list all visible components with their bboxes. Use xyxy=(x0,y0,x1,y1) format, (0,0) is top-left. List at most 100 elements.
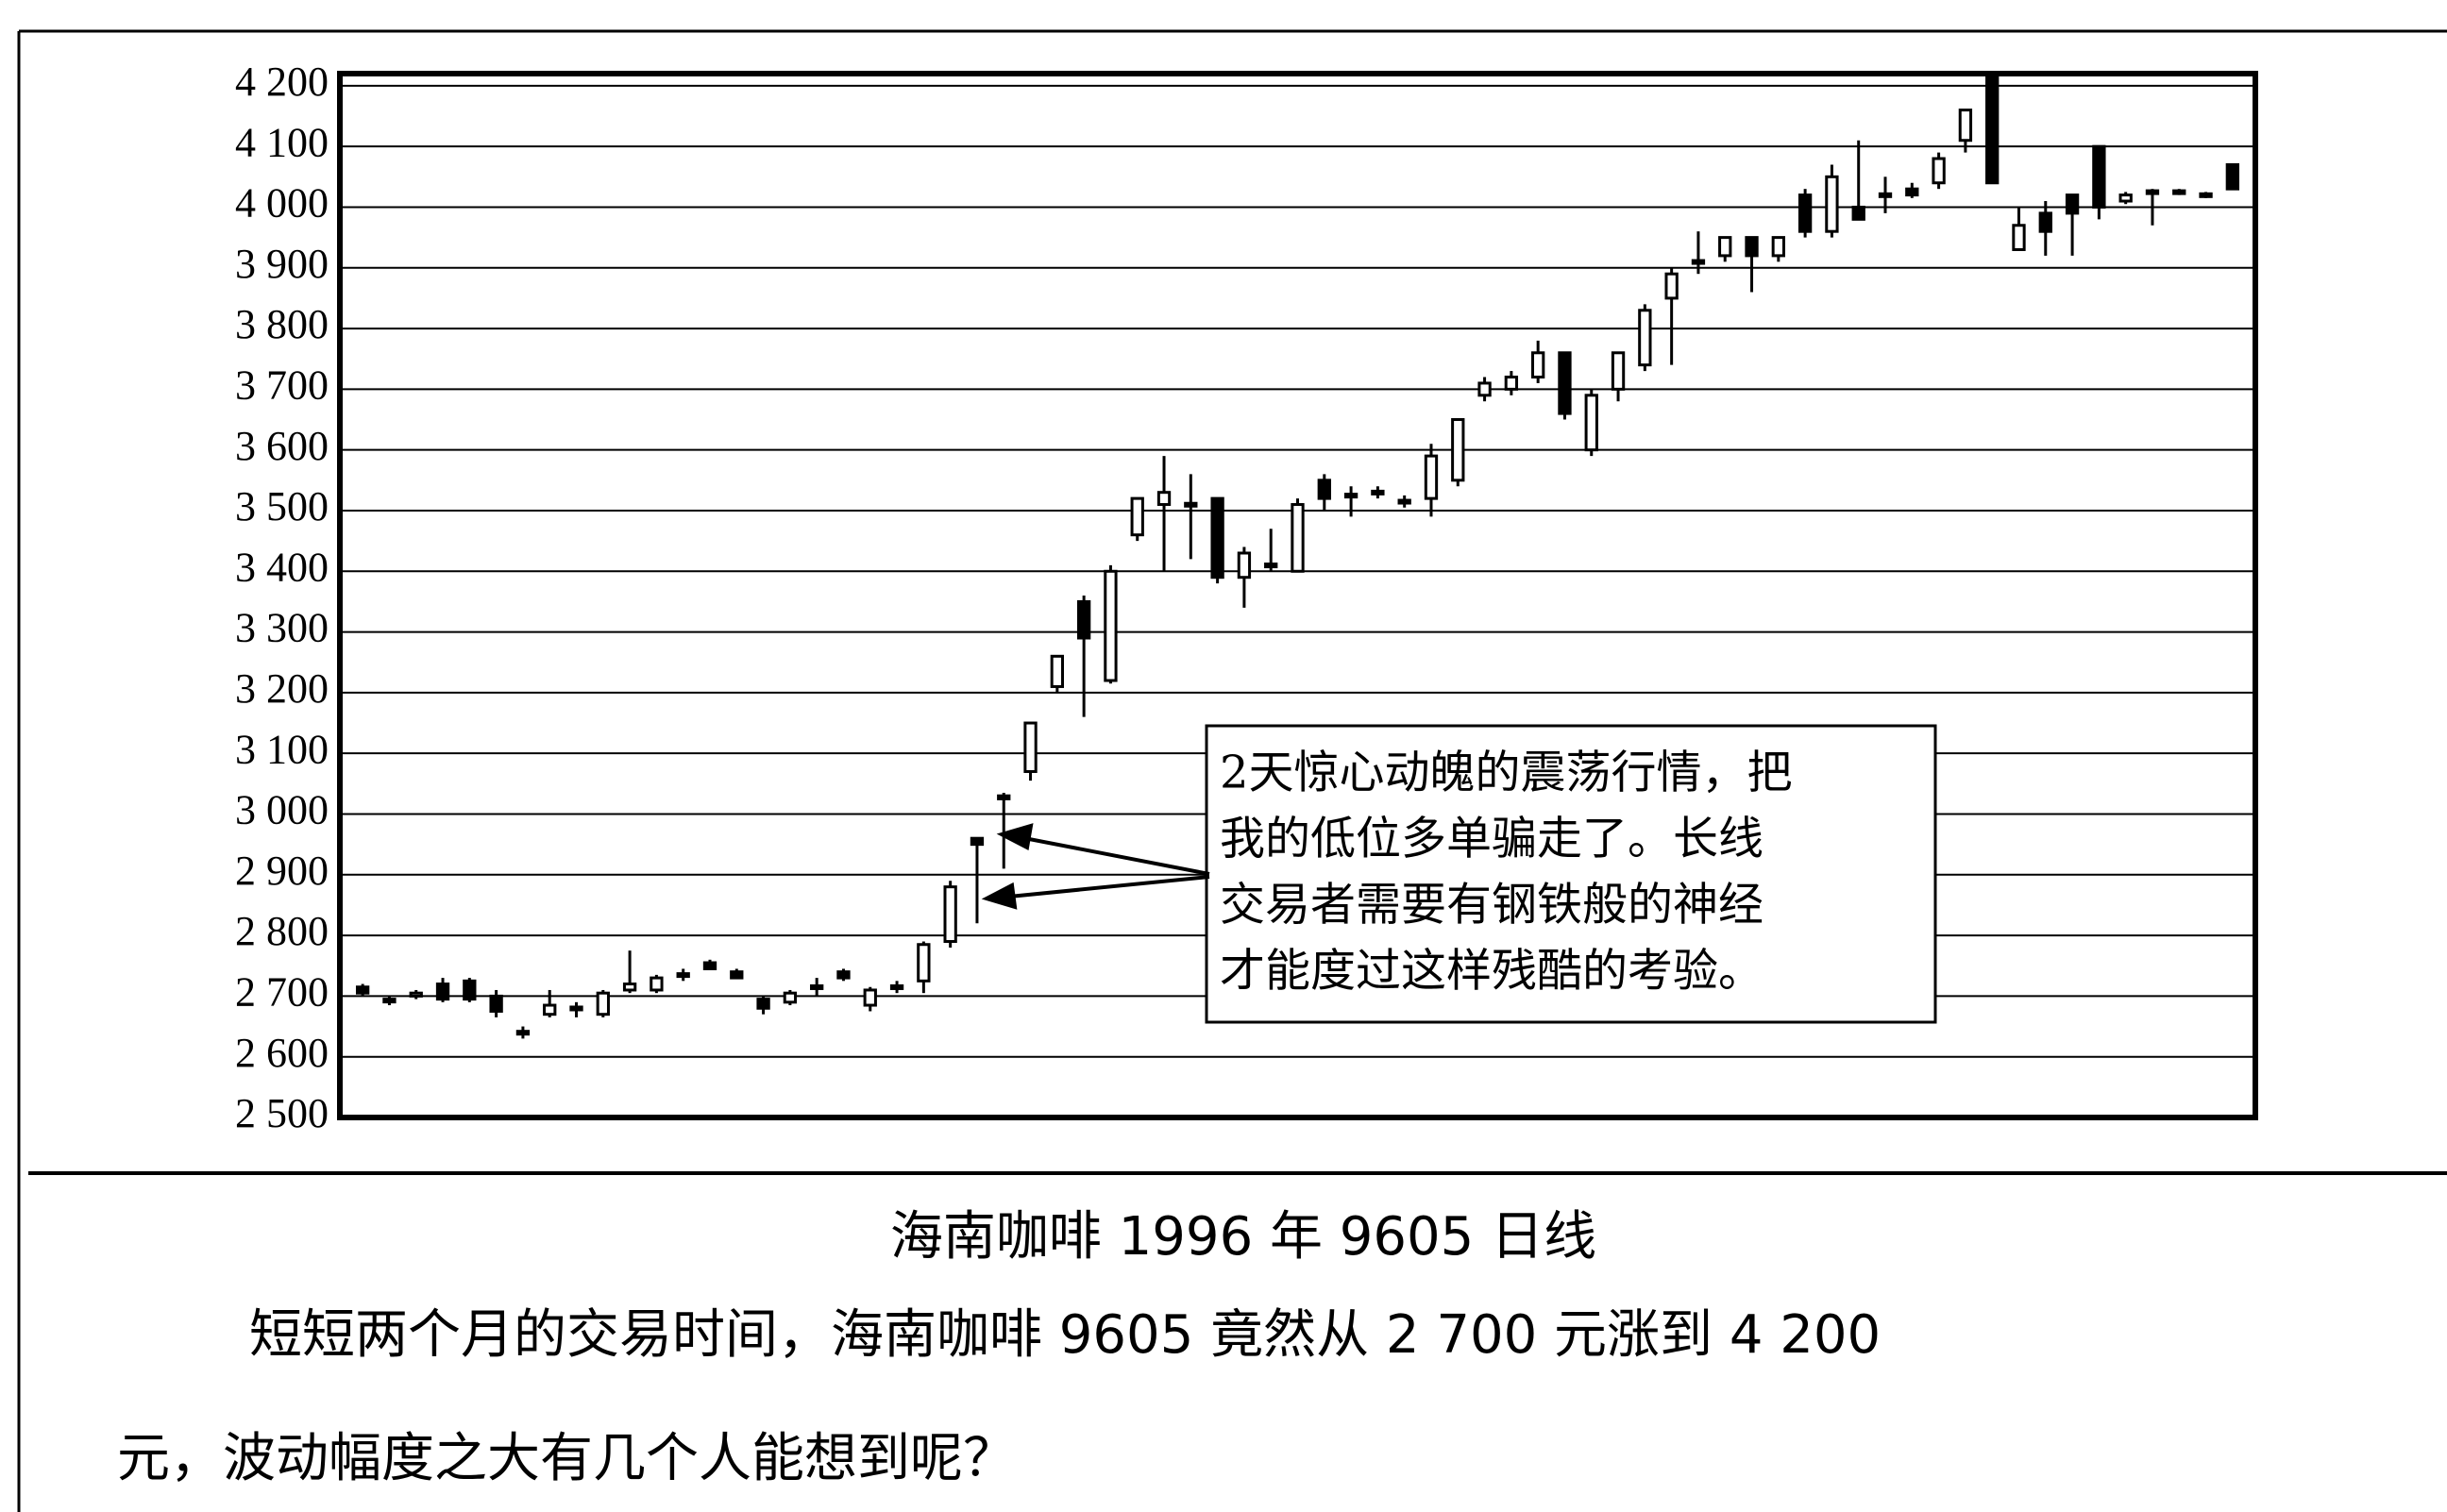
y-tick-label: 3 500 xyxy=(235,483,329,529)
candle-body xyxy=(2092,144,2106,209)
candle-body xyxy=(1958,109,1973,143)
candle-body xyxy=(836,970,851,980)
annotation-line: 2天惊心动魄的震荡行情，把 xyxy=(1220,747,1793,799)
candle-body xyxy=(650,976,664,992)
candle-body xyxy=(569,1005,583,1012)
candle-body xyxy=(1664,272,1679,300)
annotation-line: 才能度过这样残酷的考验。 xyxy=(1220,945,1764,998)
candle-body xyxy=(1023,721,1038,773)
candle-body xyxy=(1130,496,1144,537)
caption-text: 元，波动幅度之大有几个人能想到呢？ xyxy=(117,1428,1016,1489)
candle-body xyxy=(489,994,503,1013)
candle-body xyxy=(1851,205,1865,221)
y-tick-label: 2 500 xyxy=(235,1090,329,1136)
y-tick-label: 3 100 xyxy=(235,726,329,772)
candle-body xyxy=(1477,381,1492,397)
candle-body xyxy=(1451,418,1465,482)
candle-body xyxy=(1932,157,1946,185)
candle-body xyxy=(382,998,397,1004)
candle-body xyxy=(355,985,370,995)
arrow-head xyxy=(981,882,1018,910)
arrow xyxy=(1008,875,1210,899)
candle-body xyxy=(2118,193,2133,203)
y-tick-label: 3 000 xyxy=(235,787,329,833)
y-tick-label: 2 700 xyxy=(235,968,329,1015)
candle-body xyxy=(435,983,450,1001)
candle-body xyxy=(409,991,423,998)
y-tick-label: 2 900 xyxy=(235,848,329,894)
y-tick-label: 3 300 xyxy=(235,605,329,651)
candle-body xyxy=(2012,224,2026,251)
arrows xyxy=(981,823,1210,910)
candle-body xyxy=(997,794,1011,800)
candle-body xyxy=(1237,551,1252,580)
candle-body xyxy=(1343,493,1359,499)
candle-body xyxy=(2199,192,2213,198)
candle-body xyxy=(1317,479,1331,500)
candle-body xyxy=(1718,236,1732,258)
candle-body xyxy=(1076,599,1091,640)
candle-body xyxy=(889,983,904,990)
candle-body xyxy=(1531,351,1545,379)
candle-body xyxy=(1825,175,1839,233)
y-tick-label: 3 400 xyxy=(235,544,329,590)
candle-body xyxy=(2145,189,2160,195)
candle-body xyxy=(810,983,824,990)
y-tick-label: 2 600 xyxy=(235,1030,329,1076)
y-tick-label: 3 600 xyxy=(235,423,329,469)
candle-body xyxy=(1104,569,1118,682)
candle-body xyxy=(1771,236,1785,258)
candle-body xyxy=(2225,162,2240,191)
candle-body xyxy=(2065,193,2080,215)
candle-body xyxy=(596,991,610,1016)
candle-body xyxy=(2172,189,2186,195)
candle-body xyxy=(702,961,717,970)
caption-title: 海南咖啡 1996 年 9605 日线 xyxy=(890,1206,1596,1268)
arrow-head xyxy=(996,823,1034,851)
y-tick-label: 4 200 xyxy=(235,59,329,105)
y-tick-label: 3 700 xyxy=(235,361,329,408)
y-tick-label: 4 000 xyxy=(235,180,329,227)
candle-body xyxy=(756,998,770,1010)
candle-body xyxy=(1611,351,1626,391)
candle-body xyxy=(2038,211,2052,233)
candle-body xyxy=(1905,187,1919,197)
candle-body xyxy=(783,991,798,1004)
candle-body xyxy=(863,988,877,1007)
candle-body xyxy=(1558,351,1572,415)
candle-body xyxy=(970,836,985,847)
candle-body xyxy=(1397,498,1411,505)
caption-text: 短短两个月的交易时间，海南咖啡 9605 竟然从 2 700 元涨到 4 200 xyxy=(249,1304,1881,1366)
candle-body xyxy=(1638,309,1652,367)
y-tick-label: 4 100 xyxy=(235,119,329,165)
candle-body xyxy=(463,979,477,1001)
candle-body xyxy=(1424,454,1439,500)
candle-body xyxy=(943,885,957,944)
candle-body xyxy=(622,983,637,992)
y-tick-label: 3 200 xyxy=(235,665,329,712)
candle-body xyxy=(1184,501,1198,508)
annotation-line: 交易者需要有钢铁般的神经 xyxy=(1220,879,1764,932)
candle-body xyxy=(1797,193,1813,233)
y-tick-label: 2 800 xyxy=(235,908,329,954)
y-tick-label: 3 900 xyxy=(235,241,329,287)
y-tick-label: 3 800 xyxy=(235,301,329,347)
candle-body xyxy=(515,1030,531,1036)
candle-body xyxy=(1691,259,1706,265)
candle-body xyxy=(1291,503,1305,573)
candle-body xyxy=(1745,236,1759,258)
candle-body xyxy=(676,972,690,979)
candle-body xyxy=(1371,489,1385,496)
candle-body xyxy=(1264,563,1278,569)
candle-body xyxy=(1210,496,1224,580)
candle-body xyxy=(1050,654,1064,688)
candle-body xyxy=(1584,394,1598,452)
candle-body xyxy=(1156,491,1172,507)
candle-body xyxy=(917,943,931,983)
candle-body xyxy=(543,1003,557,1016)
candle-body xyxy=(1504,376,1519,391)
annotation-line: 我的低位多单骗走了。长线 xyxy=(1220,813,1764,865)
candles xyxy=(355,72,2240,1039)
